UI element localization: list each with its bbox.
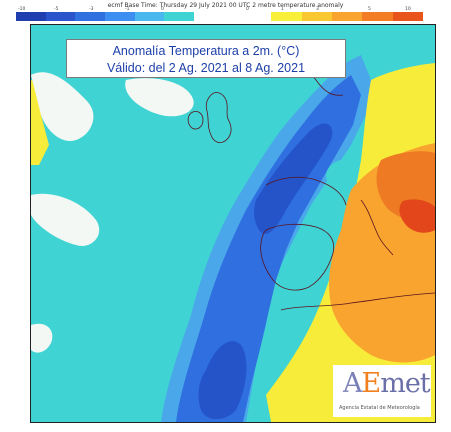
coastline-italy — [360, 199, 394, 256]
region-yellow-southeast — [269, 375, 321, 422]
coastline-france — [265, 176, 347, 206]
region-white-northwest — [31, 72, 94, 141]
scale-swatch — [134, 12, 165, 21]
scale-tick-label: -5 — [54, 7, 59, 12]
scale-tick-label: 1 — [281, 7, 284, 12]
scale-swatch — [362, 12, 393, 21]
region-deep-blue-core — [198, 341, 247, 419]
scale-tick-label: 10 — [405, 7, 411, 12]
header-caption: ecmf Base Time: Thursday 29 July 2021 00… — [107, 2, 344, 9]
color-scale-warm — [241, 12, 423, 21]
scale-tick-label: -3 — [89, 7, 94, 12]
coastline-iberia — [260, 223, 335, 291]
coastline-africa — [280, 292, 435, 311]
scale-tick-label: 3 — [316, 7, 319, 12]
region-yellow-west — [31, 80, 49, 165]
scale-swatch — [105, 12, 135, 21]
region-white-west — [31, 193, 100, 246]
aemet-logo-mark: AEmet — [343, 368, 431, 399]
anomaly-map-shading — [31, 25, 435, 422]
map-validity: Válido: del 2 Ag. 2021 al 8 Ag. 2021 — [106, 61, 306, 75]
scale-tick-label: -1 — [125, 7, 130, 12]
scale-swatch — [331, 12, 363, 21]
scale-swatch — [271, 12, 302, 21]
region-white-north — [125, 78, 194, 117]
map-title-box: Anomalía Temperatura a 2m. (°C) Válido: … — [66, 39, 346, 78]
aemet-logo: AEmet Agencia Estatal de Meteorología — [333, 365, 431, 417]
scale-tick-label: 5 — [368, 7, 371, 12]
anomaly-map — [30, 24, 436, 423]
coastline-ireland — [187, 111, 204, 130]
scale-swatch — [392, 12, 423, 21]
region-cyan-gap — [326, 159, 354, 190]
scale-tick-label: 0 — [161, 7, 164, 12]
scale-swatch — [301, 12, 332, 21]
scale-swatch — [75, 12, 106, 21]
scale-swatch — [16, 12, 46, 21]
region-white-southwest — [31, 323, 53, 353]
scale-tick-label: -10 — [18, 7, 26, 12]
region-deep-blue-core — [254, 123, 333, 234]
scale-swatch — [241, 12, 272, 21]
scale-swatch — [45, 12, 76, 21]
aemet-logo-subtitle: Agencia Estatal de Meteorología — [339, 405, 420, 411]
coastline-uk — [205, 92, 232, 143]
scale-swatch — [164, 12, 195, 21]
color-scale-cool — [16, 12, 195, 21]
scale-tick-label: 0 — [246, 7, 249, 12]
region-red-hotspot — [399, 199, 435, 233]
map-title: Anomalía Temperatura a 2m. (°C) — [112, 44, 300, 58]
